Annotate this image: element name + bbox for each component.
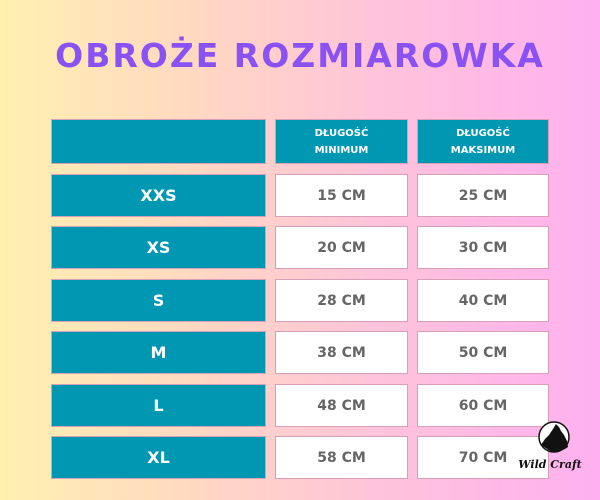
min-length-cell: 48 CM bbox=[275, 384, 408, 427]
max-length-cell: 30 CM bbox=[417, 226, 549, 269]
header-max-length: DŁUGOŚĆ MAKSIMUM bbox=[417, 119, 549, 164]
size-label-cell: XXS bbox=[51, 174, 266, 217]
min-length-cell: 20 CM bbox=[275, 226, 408, 269]
logo-text: Wild Craft bbox=[518, 458, 582, 471]
size-label-cell: XS bbox=[51, 226, 266, 269]
max-length-cell: 50 CM bbox=[417, 331, 549, 374]
max-length-cell: 25 CM bbox=[417, 174, 549, 217]
header-text: MAKSIMUM bbox=[450, 144, 516, 156]
max-length-cell: 40 CM bbox=[417, 279, 549, 322]
min-length-cell: 58 CM bbox=[275, 436, 408, 479]
header-text: MINIMUM bbox=[314, 144, 369, 156]
header-min-length: DŁUGOŚĆ MINIMUM bbox=[275, 119, 408, 164]
howling-wolf-icon bbox=[538, 421, 570, 453]
wild-craft-logo: Wild Craft bbox=[515, 419, 585, 475]
min-length-cell: 15 CM bbox=[275, 174, 408, 217]
size-label-cell: S bbox=[51, 279, 266, 322]
size-label-cell: M bbox=[51, 331, 266, 374]
max-length-cell: 70 CM bbox=[417, 436, 549, 479]
header-text: DŁUGOŚĆ bbox=[456, 127, 510, 139]
header-empty-cell bbox=[51, 119, 266, 164]
max-length-cell: 60 CM bbox=[417, 384, 549, 427]
min-length-cell: 38 CM bbox=[275, 331, 408, 374]
header-text: DŁUGOŚĆ bbox=[314, 127, 369, 139]
size-label-cell: L bbox=[51, 384, 266, 427]
size-label-cell: XL bbox=[51, 436, 266, 479]
min-length-cell: 28 CM bbox=[275, 279, 408, 322]
page-title: OBROŻE ROZMIAROWKA bbox=[55, 36, 545, 75]
